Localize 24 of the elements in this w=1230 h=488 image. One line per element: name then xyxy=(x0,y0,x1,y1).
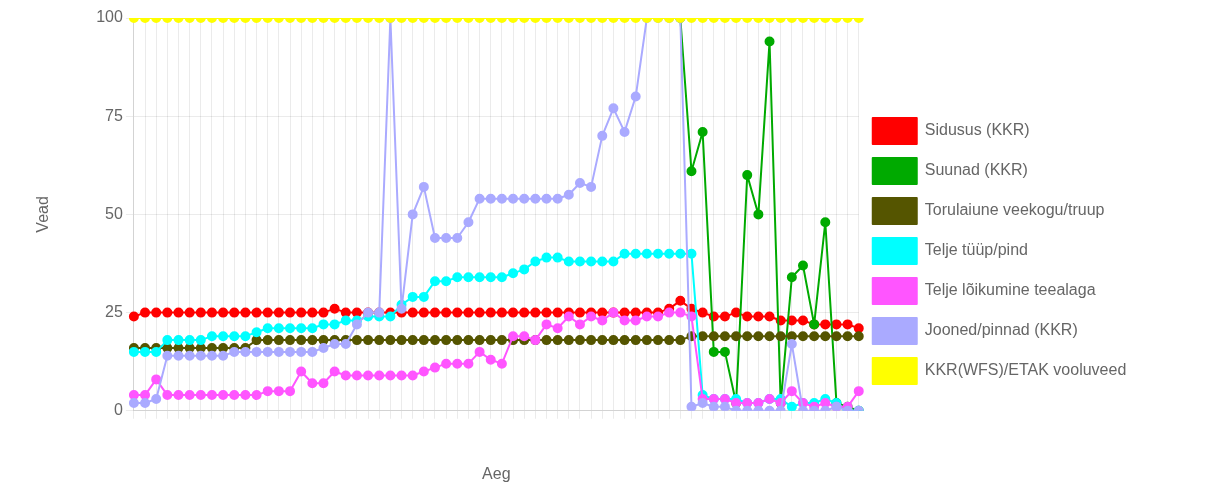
point xyxy=(786,272,797,283)
point xyxy=(820,217,831,228)
y-tick-label: 75 xyxy=(105,106,123,124)
legend-label: Sidusus (KKR) xyxy=(924,121,1030,139)
point xyxy=(742,170,753,181)
point xyxy=(697,126,708,137)
point xyxy=(708,346,719,357)
y-tick-label: 100 xyxy=(96,8,123,26)
legend-label: Telje tüüp/pind xyxy=(924,241,1028,259)
point xyxy=(797,260,808,271)
point xyxy=(719,346,730,357)
legend-label: Jooned/pinnad (KKR) xyxy=(924,321,1078,339)
y-tick-label: 0 xyxy=(113,401,123,419)
x-axis-title: Aeg xyxy=(482,464,511,482)
legend-label: Torulaiune veekogu/truup xyxy=(924,201,1105,219)
point xyxy=(686,166,697,177)
point xyxy=(753,209,764,220)
y-axis-title: Vead xyxy=(34,196,52,233)
y-tick-label: 25 xyxy=(105,303,123,321)
legend-label: Suunad (KKR) xyxy=(924,161,1028,179)
legend-label: KKR(WFS)/ETAK vooluveed xyxy=(924,361,1127,379)
legend-label: Telje lõikumine teealaga xyxy=(924,281,1096,299)
y-tick-label: 50 xyxy=(105,204,123,222)
point xyxy=(764,36,775,47)
